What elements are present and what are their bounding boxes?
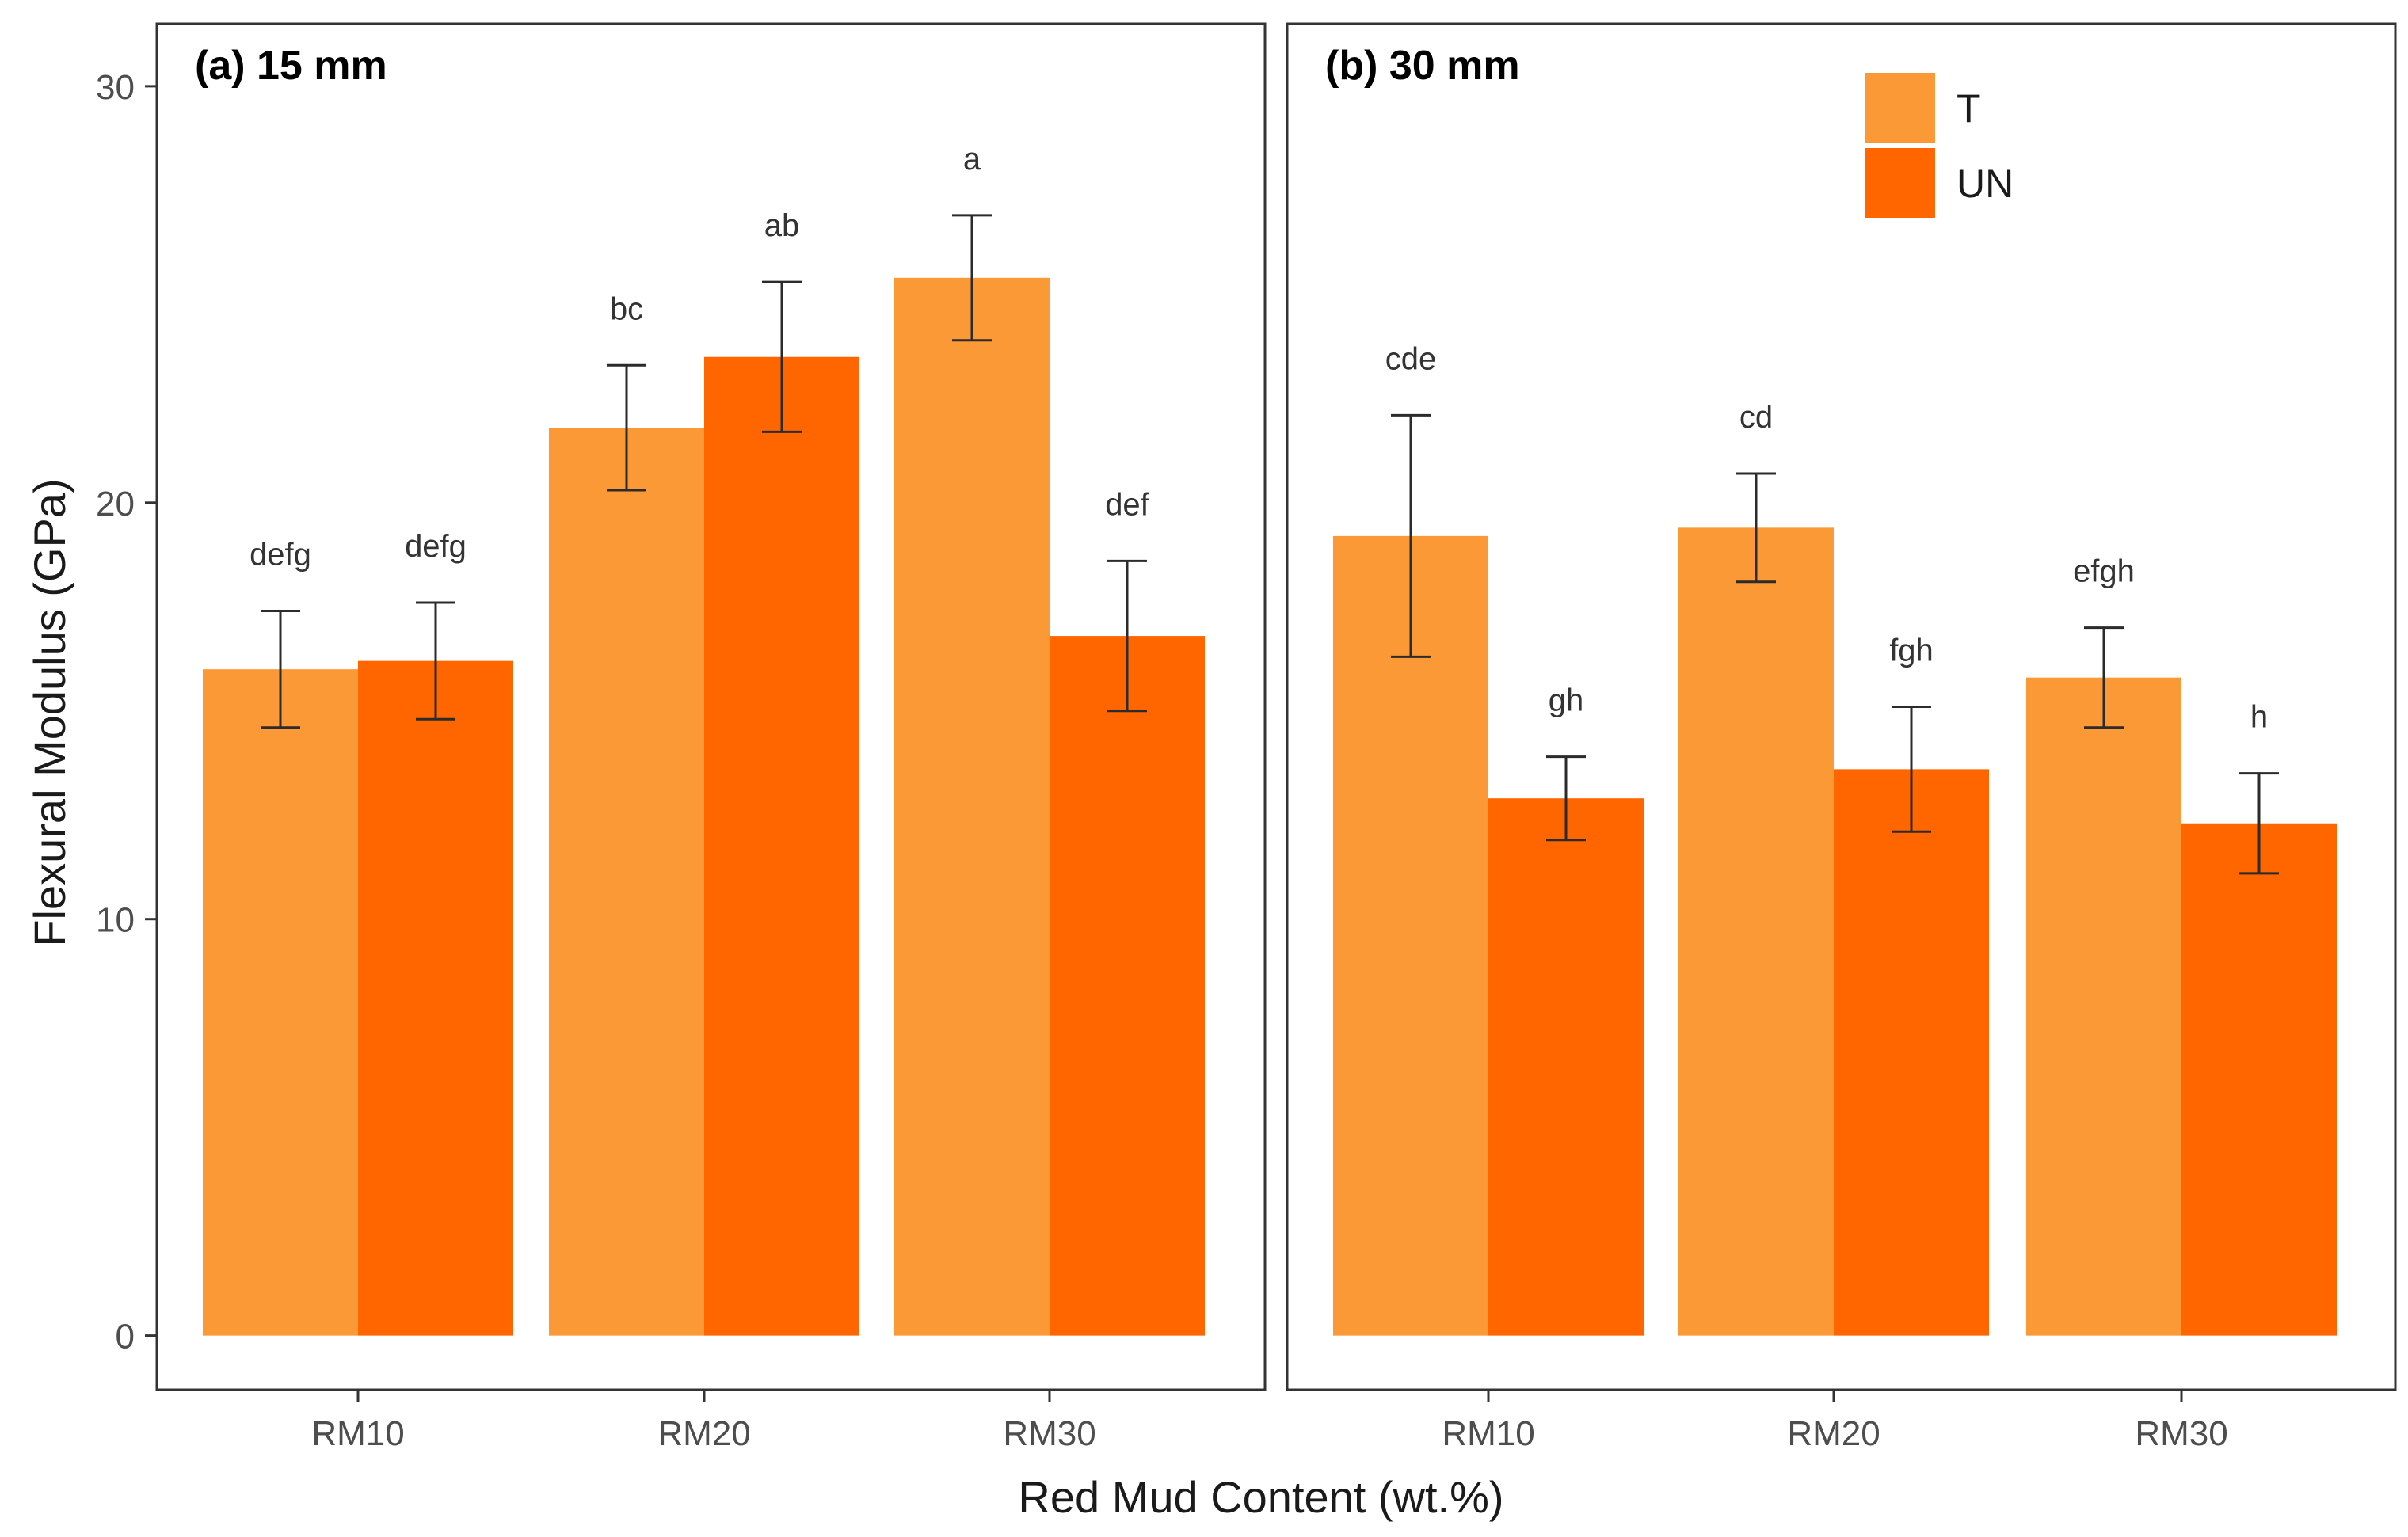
legend-label-un: UN: [1956, 162, 2014, 206]
y-axis: 0 10 20 30: [96, 68, 157, 1356]
legend-key-t: [1865, 73, 1935, 143]
y-tick-label: 20: [96, 485, 135, 523]
bar-t-rm20: [549, 428, 704, 1336]
error-bar: [2239, 772, 2279, 875]
x-axis-title: Red Mud Content (wt.%): [1018, 1472, 1503, 1522]
legend-label-t: T: [1956, 86, 1981, 131]
significance-label: ab: [764, 208, 800, 243]
x-tick-label: RM10: [1442, 1414, 1534, 1453]
bar-t-rm10: [203, 669, 358, 1336]
error-bar: [261, 610, 300, 729]
x-axis-title-group: Red Mud Content (wt.%): [1018, 1472, 1503, 1522]
bar-t-rm30: [894, 277, 1050, 1336]
error-bar: [1546, 755, 1586, 842]
significance-label: defg: [250, 538, 311, 573]
x-tick-label: RM20: [657, 1414, 750, 1453]
bar-un-rm20: [1834, 769, 1989, 1336]
bar-t-rm10: [1333, 535, 1488, 1336]
error-bar: [1107, 559, 1147, 713]
x-tick-label: RM20: [1787, 1414, 1880, 1453]
panel-border: [155, 22, 1267, 1391]
y-tick-label: 30: [96, 68, 135, 107]
y-axis-title-group: Flexural Modulus (GPa): [25, 478, 74, 946]
x-tick-label: RM30: [2135, 1414, 2227, 1453]
y-tick-label: 10: [96, 901, 135, 940]
x-tick-label: RM30: [1003, 1414, 1095, 1453]
error-bar: [762, 280, 802, 433]
panel-border: [1286, 22, 2397, 1391]
error-bar: [1391, 413, 1431, 658]
error-bar: [607, 363, 646, 492]
panel-title: (b) 30 mm: [1325, 43, 1520, 89]
bar-un-rm30: [1050, 636, 1205, 1336]
panel-b: (b) 30 mm cde cd efgh gh fgh h RM10 RM20 RM30: [1286, 22, 2397, 1453]
error-bar: [1736, 472, 1776, 584]
bar-un-rm10: [1488, 798, 1644, 1336]
panel-a: (a) 15 mm defg bc a defg ab def RM10 RM20 RM30: [155, 22, 1267, 1453]
bar-un-rm20: [704, 356, 859, 1336]
bar-t-rm30: [2026, 677, 2181, 1336]
legend: T UN: [1865, 73, 2014, 218]
error-bar: [952, 214, 992, 342]
bar-un-rm30: [2181, 823, 2337, 1336]
significance-label: bc: [610, 291, 643, 326]
error-bar: [1892, 706, 1931, 833]
panel-title: (a) 15 mm: [195, 43, 387, 89]
y-tick-label: 0: [116, 1318, 135, 1356]
significance-label: cd: [1739, 400, 1773, 435]
y-axis-title: Flexural Modulus (GPa): [25, 478, 74, 946]
significance-label: cde: [1385, 341, 1437, 376]
error-bar: [2084, 626, 2124, 729]
bar-t-rm20: [1678, 527, 1834, 1336]
significance-label: def: [1105, 487, 1149, 522]
significance-label: a: [963, 142, 981, 177]
significance-label: gh: [1549, 683, 1584, 718]
x-tick-label: RM10: [311, 1414, 404, 1453]
legend-key-un: [1865, 148, 1935, 218]
bar-un-rm10: [358, 660, 513, 1336]
significance-label: efgh: [2073, 554, 2135, 589]
significance-label: fgh: [1889, 633, 1934, 668]
significance-label: h: [2250, 700, 2268, 735]
significance-label: defg: [405, 529, 467, 564]
error-bar: [416, 601, 455, 721]
